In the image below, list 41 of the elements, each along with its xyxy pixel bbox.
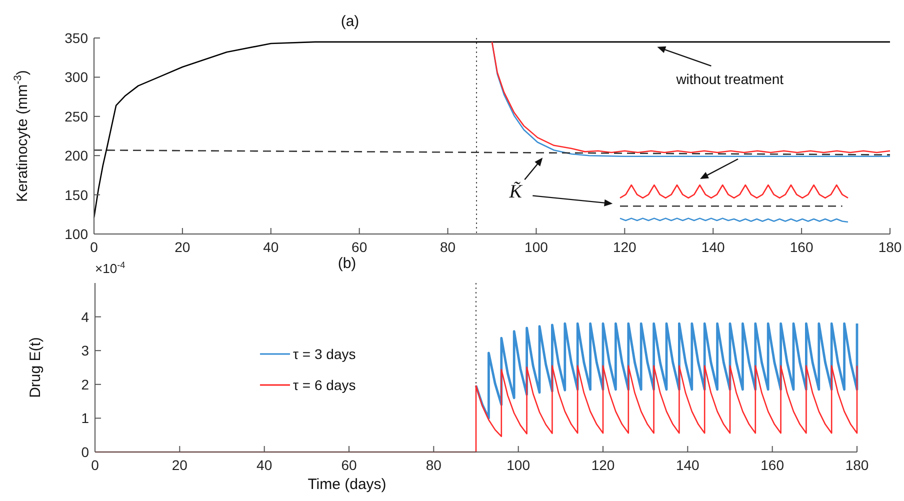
x-tick-label: 160 [790, 239, 814, 255]
legend-label: τ = 3 days [293, 346, 356, 362]
chart-title: (b) [338, 255, 356, 272]
x-tick-label: 100 [524, 239, 548, 255]
x-tick-label: 40 [263, 239, 279, 255]
x-tick-label: 20 [172, 457, 188, 473]
x-tick-label: 60 [341, 457, 357, 473]
x-tick-label: 0 [91, 457, 100, 473]
annotation: without treatment [675, 70, 784, 87]
y-tick-label: 0 [81, 444, 90, 460]
x-tick-label: 180 [845, 457, 869, 473]
y-tick-label: 250 [64, 108, 88, 124]
x-tick-label: 120 [591, 457, 615, 473]
x-tick-label: 60 [352, 239, 368, 255]
annotation: K̃ [508, 182, 524, 203]
x-tick-label: 140 [701, 239, 726, 255]
x-tick-label: 100 [506, 457, 530, 473]
y-tick-label: 300 [64, 69, 88, 86]
text: ×10$^{-4}$ [95, 260, 126, 276]
x-tick-label: 180 [878, 239, 902, 255]
y-tick-label: 100 [64, 226, 88, 242]
x-tick-label: 120 [612, 239, 637, 255]
x-tick-label: 80 [426, 457, 442, 473]
line-series [474, 322, 858, 420]
chart-title: (a) [340, 13, 360, 30]
legend-label: τ = 6 days [293, 376, 356, 393]
x-axis-title: Time (days) [308, 476, 386, 493]
y-tick-label: 150 [64, 186, 88, 203]
y-axis-title: Drug E(t) [27, 337, 44, 398]
y-tick-label: 200 [64, 148, 88, 164]
x-tick-label: 20 [174, 239, 190, 255]
line-series [93, 41, 891, 218]
y-tick-label: 1 [81, 410, 90, 426]
y-tick-label: 2 [81, 376, 90, 392]
y-tick-label: 3 [81, 342, 90, 359]
x-tick-label: 40 [256, 457, 272, 473]
x-tick-label: 80 [440, 239, 456, 255]
x-tick-label: 160 [760, 457, 784, 473]
y-tick-label: 350 [64, 30, 88, 46]
x-tick-label: 140 [676, 457, 700, 473]
y-tick-label: 4 [81, 308, 90, 325]
